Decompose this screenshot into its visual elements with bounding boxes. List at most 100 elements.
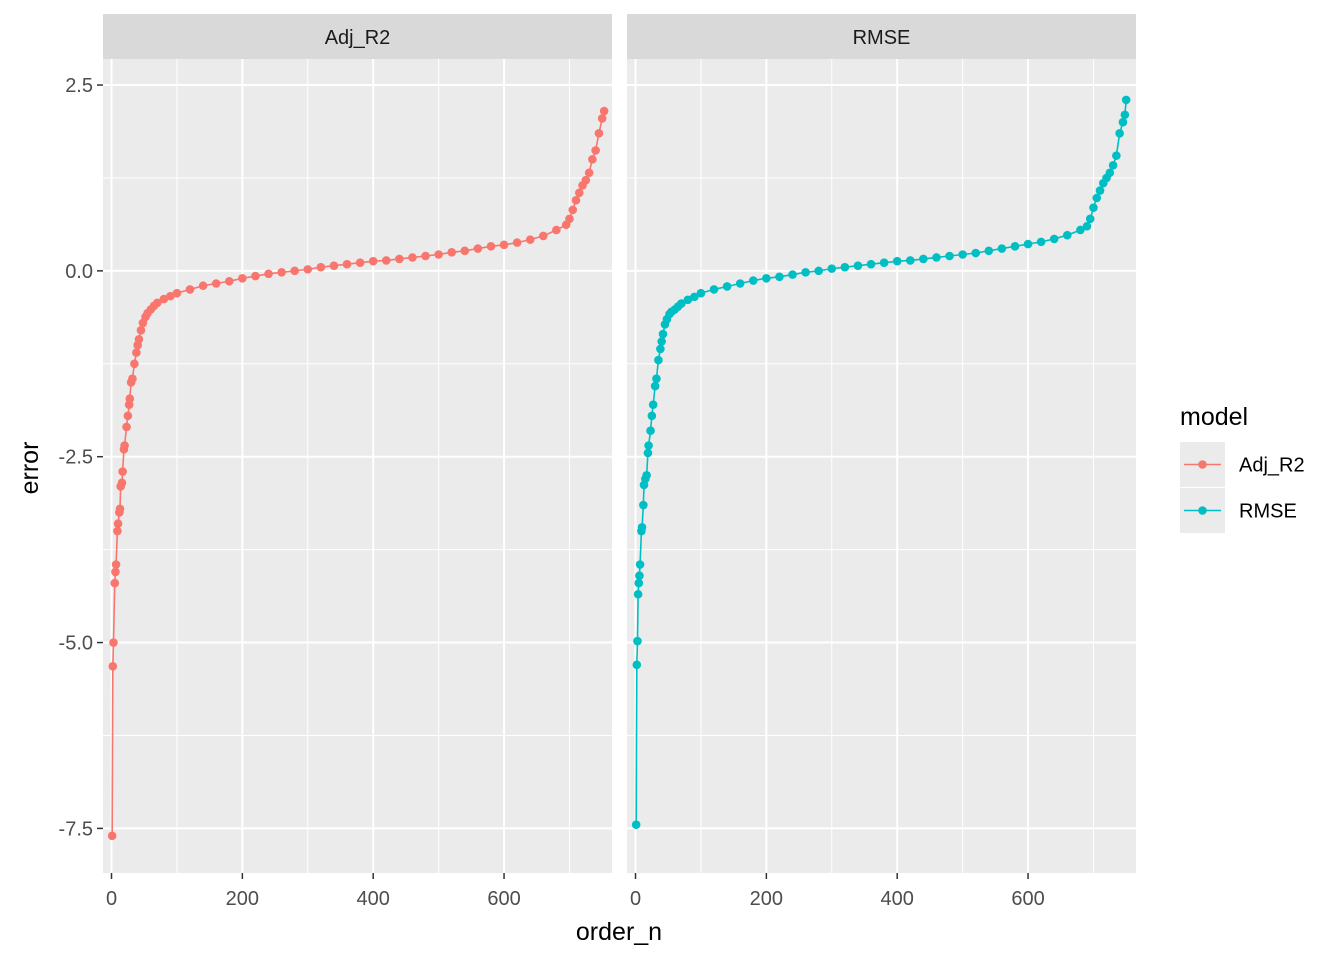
data-point xyxy=(166,291,175,301)
data-point xyxy=(107,831,117,841)
data-point xyxy=(788,270,797,279)
facet-strip xyxy=(103,14,612,59)
data-point xyxy=(395,254,404,264)
data-point xyxy=(185,285,195,294)
data-point xyxy=(958,250,967,259)
y-tick-label: 0.0 xyxy=(65,261,93,283)
data-point xyxy=(499,240,509,250)
data-point xyxy=(892,256,902,266)
data-point xyxy=(643,448,653,458)
legend-entry-label: Adj_R2 xyxy=(1239,455,1305,477)
data-point xyxy=(111,567,120,577)
data-point xyxy=(945,251,954,261)
data-point xyxy=(552,225,561,235)
data-point xyxy=(134,334,144,344)
data-point xyxy=(642,470,651,480)
data-point xyxy=(342,259,352,269)
panel-background xyxy=(627,59,1136,873)
data-point xyxy=(588,155,597,164)
data-point xyxy=(117,478,127,488)
data-point xyxy=(801,268,810,277)
data-point xyxy=(581,175,591,185)
data-point xyxy=(1095,186,1105,195)
data-point xyxy=(1063,230,1072,240)
data-point xyxy=(408,253,417,262)
facet-strip-label: Adj_R2 xyxy=(325,27,391,49)
x-tick-label: 200 xyxy=(750,888,783,910)
panels-layer: Adj_R2 0 200 400 600 2.5 0.0 -2.5 -5.0 -7.5 RMSE 0 2… xyxy=(59,14,1136,910)
data-point xyxy=(644,441,653,450)
data-point xyxy=(108,662,118,671)
data-point xyxy=(748,276,758,285)
data-point xyxy=(111,560,121,569)
data-point xyxy=(264,269,273,279)
y-tick-label: -2.5 xyxy=(59,447,93,469)
data-point xyxy=(125,394,135,404)
data-point xyxy=(574,188,584,198)
data-point xyxy=(632,660,642,670)
y-tick-label: -5.0 xyxy=(59,633,93,655)
data-point xyxy=(303,265,313,274)
data-point xyxy=(1049,234,1059,244)
data-point xyxy=(473,244,483,253)
data-point xyxy=(594,129,604,138)
data-point xyxy=(997,244,1007,253)
data-point xyxy=(919,254,928,264)
data-point xyxy=(633,636,642,646)
data-point xyxy=(198,281,208,291)
data-point xyxy=(1036,237,1046,247)
data-point xyxy=(1121,95,1131,105)
data-point xyxy=(512,238,522,247)
x-tick-label: 400 xyxy=(881,888,914,910)
data-point xyxy=(690,292,699,302)
data-point xyxy=(539,231,548,241)
data-point xyxy=(355,258,365,267)
x-axis-title: order_n xyxy=(576,918,662,946)
x-tick-label: 0 xyxy=(630,888,641,910)
legend-entry-rmse: RMSE xyxy=(1180,488,1297,533)
data-point xyxy=(381,256,391,265)
data-point xyxy=(652,374,661,383)
legend: model Adj_R2 RMSE xyxy=(1180,403,1305,533)
data-point xyxy=(290,266,299,276)
data-point xyxy=(827,264,837,273)
data-point xyxy=(368,256,378,266)
data-point xyxy=(633,589,643,599)
legend-key-point xyxy=(1198,460,1207,469)
legend-entries: Adj_R2 RMSE xyxy=(1180,442,1305,533)
data-point xyxy=(775,272,784,282)
legend-key-point xyxy=(1198,506,1207,515)
data-point xyxy=(123,411,133,421)
y-axis-title: error xyxy=(16,442,44,495)
data-point xyxy=(696,288,706,298)
data-point xyxy=(571,195,581,205)
data-point xyxy=(840,262,850,272)
data-point xyxy=(122,422,131,432)
data-point xyxy=(814,266,823,276)
data-point xyxy=(1010,242,1020,251)
data-point xyxy=(120,441,129,450)
y-tick-label: 2.5 xyxy=(65,75,93,97)
data-point xyxy=(762,274,771,283)
data-point xyxy=(635,560,645,569)
data-point xyxy=(172,288,182,298)
data-point xyxy=(735,279,745,288)
data-point xyxy=(128,374,137,383)
data-point xyxy=(525,235,535,244)
data-point xyxy=(277,268,286,277)
facet-panel-rmse: RMSE 0 200 400 600 xyxy=(627,14,1136,910)
data-point xyxy=(1089,203,1098,212)
data-point xyxy=(136,326,146,335)
panel-background xyxy=(103,59,612,873)
data-point xyxy=(251,271,260,281)
data-point xyxy=(866,259,876,269)
data-point xyxy=(637,523,647,532)
data-point xyxy=(853,261,863,270)
data-point xyxy=(658,329,668,339)
data-point xyxy=(1105,168,1115,178)
legend-entry-label: RMSE xyxy=(1239,501,1297,523)
legend-entry-adj-r2: Adj_R2 xyxy=(1180,442,1305,487)
data-point xyxy=(1023,239,1033,249)
data-point xyxy=(1108,161,1118,170)
